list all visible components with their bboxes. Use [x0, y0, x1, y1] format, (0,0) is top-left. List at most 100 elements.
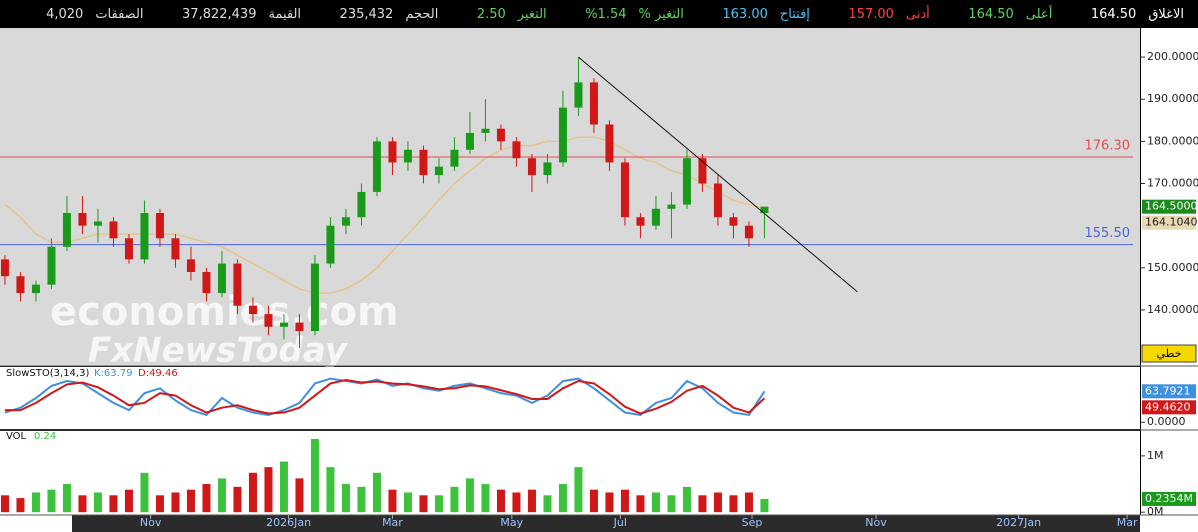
- quote-item: التغير % 1.54%: [579, 7, 690, 22]
- volume-bar: [496, 489, 505, 513]
- volume-bar: [558, 484, 567, 513]
- stoch-panel: [0, 367, 1140, 429]
- candle-body: [760, 206, 769, 214]
- candle-body: [326, 225, 335, 264]
- volume-bar: [0, 495, 9, 513]
- last-value-label: 63.7921: [1145, 384, 1191, 397]
- y-tick-label: 0.0000: [1147, 415, 1186, 428]
- time-scroll: [72, 515, 1140, 532]
- quote-label: الحجم: [405, 6, 439, 22]
- quote-item: الصفقات 4,020: [40, 7, 149, 22]
- candle-body: [124, 238, 133, 260]
- volume-bar: [47, 489, 56, 513]
- quote-value: 235,432: [339, 6, 394, 22]
- chart: economies.com FxNewsToday خطي 140.0000 15…: [0, 28, 1198, 532]
- legend-entry: K:63.79: [94, 368, 133, 379]
- x-tick-label: Sep: [742, 516, 763, 529]
- price-panel: [0, 28, 1140, 366]
- candle-body: [93, 221, 102, 226]
- panel-title: VOL: [6, 431, 27, 442]
- quote-bar: الاغلاق 164.50 أعلى 164.50 أدنى 157.00 إفتتاح 1…: [0, 0, 1198, 28]
- candle-body: [16, 276, 25, 294]
- y-tick-label: 140.0000: [1147, 303, 1198, 316]
- x-tick-label: Jul: [613, 516, 627, 529]
- volume-bar: [171, 492, 180, 513]
- y-tick-label: 170.0000: [1147, 177, 1198, 190]
- quote-label: القيمة: [268, 6, 302, 22]
- candle-body: [667, 204, 676, 209]
- last-value-box: [1142, 491, 1196, 506]
- candle-body: [47, 246, 56, 285]
- last-value-label: 49.4620: [1145, 400, 1191, 413]
- volume-bar: [310, 439, 319, 513]
- quote-value: 163.00: [722, 6, 768, 22]
- volume-bar: [109, 495, 118, 513]
- candle-body: [279, 322, 288, 327]
- volume-bar: [155, 495, 164, 513]
- x-tick-label: May: [500, 516, 523, 529]
- volume-bar: [326, 467, 335, 513]
- quote-item: إفتتاح 163.00: [716, 7, 816, 22]
- quote-value: 157.00: [848, 6, 894, 22]
- last-value-box: [1142, 384, 1196, 399]
- candle-body: [403, 149, 412, 163]
- candle-body: [233, 263, 242, 306]
- candle-body: [698, 158, 707, 184]
- legend-entry: D:49.46: [138, 368, 178, 379]
- volume-bar: [651, 492, 660, 513]
- volume-bar: [667, 495, 676, 513]
- stoch-line: [4, 379, 766, 415]
- quote-label: التغير: [517, 6, 547, 22]
- volume-bar: [403, 492, 412, 513]
- candle-body: [651, 208, 660, 226]
- candle-body: [155, 213, 164, 239]
- candle-body: [496, 128, 505, 142]
- candle-body: [729, 217, 738, 226]
- candle-body: [186, 259, 195, 273]
- line-button-label[interactable]: خطي: [1157, 347, 1182, 360]
- candle-body: [341, 217, 350, 226]
- volume-bar: [450, 486, 459, 513]
- y-tick-label: 1M: [1147, 449, 1164, 462]
- volume-bar: [248, 472, 257, 513]
- y-tick-label: 180.0000: [1147, 134, 1198, 147]
- volume-bar: [202, 484, 211, 513]
- y-tick-label: 150.0000: [1147, 261, 1198, 274]
- volume-bar: [388, 489, 397, 513]
- volume-bar: [78, 495, 87, 513]
- candle-body: [527, 158, 536, 176]
- quote-label: الاغلاق: [1148, 6, 1184, 22]
- candle-body: [217, 263, 226, 294]
- volume-bar: [233, 486, 242, 513]
- watermark: economies.com: [50, 289, 399, 335]
- volume-bar: [124, 489, 133, 513]
- volume-bar: [543, 495, 552, 513]
- volume-bar: [357, 486, 366, 513]
- volume-bar: [279, 461, 288, 513]
- quote-item: القيمة 37,822,439: [176, 7, 307, 22]
- quote-value: 37,822,439: [182, 6, 257, 22]
- x-tick-label: 2027Jan: [996, 516, 1041, 529]
- last-value-box: [1142, 215, 1196, 230]
- volume-bar: [605, 492, 614, 513]
- candle-body: [264, 314, 273, 327]
- quote-label: الصفقات: [95, 6, 144, 22]
- line-button[interactable]: [1141, 344, 1197, 363]
- volume-bar: [341, 484, 350, 513]
- volume-bar: [62, 484, 71, 513]
- candle-body: [372, 141, 381, 192]
- quote-label: أدنى: [905, 6, 930, 22]
- volume-bar: [574, 467, 583, 513]
- candle-body: [620, 162, 629, 218]
- volume-bar: [620, 489, 629, 513]
- quote-item: الاغلاق 164.50: [1085, 7, 1190, 22]
- volume-bar: [465, 478, 474, 513]
- x-tick-label: Nov: [865, 516, 887, 529]
- quote-value: 164.50: [1090, 6, 1137, 22]
- quote-label: أعلى: [1025, 6, 1053, 22]
- volume-bar: [512, 492, 521, 513]
- candle-body: [357, 191, 366, 218]
- panel-title: SlowSTO(3,14,3): [6, 368, 89, 379]
- candle-body: [744, 225, 753, 239]
